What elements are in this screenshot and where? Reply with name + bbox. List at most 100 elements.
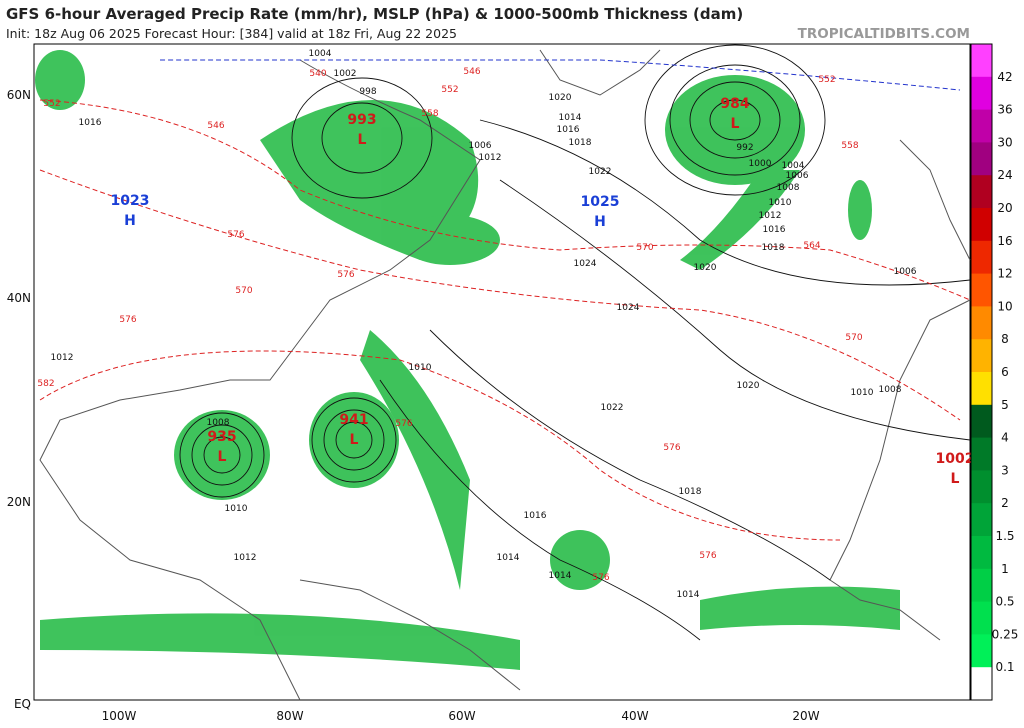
center-kind: L [358,132,367,148]
isobar-label: 1010 [225,504,248,514]
center-value: 1002 [936,451,975,467]
isobars [179,44,971,641]
isobar-label: 1016 [524,511,547,521]
colorbar-swatch [971,503,992,537]
isobar-label: 1020 [549,93,572,103]
center-value: 941 [339,412,368,428]
isobar-label: 1020 [694,263,717,273]
colorbar-label: 1.5 [995,529,1014,543]
isobar-label: 1006 [786,171,809,181]
subtitle: Init: 18z Aug 06 2025 Forecast Hour: [38… [6,26,457,41]
isobar-label: 1014 [677,590,700,600]
colorbar-swatch [971,240,992,275]
center-value: 984 [720,96,749,112]
colorbar-label: 42 [997,70,1012,84]
center-kind: L [218,449,227,465]
thickness-label: 576 [227,230,244,240]
colorbar-swatch [971,437,992,471]
thickness-label: 558 [421,109,438,119]
lon-label: 100W [102,709,137,723]
colorbar-swatch [971,44,992,78]
center-value: 935 [207,429,236,445]
thickness-label: 576 [699,551,716,561]
isobar-label: 1010 [409,363,432,373]
isobar-label: 1012 [51,353,74,363]
title: GFS 6-hour Averaged Precip Rate (mm/hr),… [6,5,743,23]
center-kind: H [594,214,606,230]
thickness-label: 558 [841,141,858,151]
colorbar-label: 16 [997,234,1012,248]
center-value: 1023 [111,193,150,209]
center-value: 1025 [581,194,620,210]
colorbar-label: 30 [997,135,1012,149]
colorbar-label: 6 [1001,365,1009,379]
colorbar-label: 4 [1001,431,1009,445]
isobar-label: 1016 [557,125,580,135]
isobar-label: 1008 [879,385,902,395]
thickness-label: 570 [235,286,252,296]
colorbar-swatch [971,76,992,111]
isobar-label: 1008 [207,418,230,428]
colorbar-swatch [971,470,992,504]
lat-label: EQ [14,697,31,711]
isobar-label: 1010 [851,388,874,398]
thickness [39,59,971,541]
isobar-label: 1016 [79,118,102,128]
colorbar-swatch [971,536,992,570]
colorbar-swatch [971,208,992,242]
isobar-label: 1000 [749,159,772,169]
thickness-label: 576 [119,315,136,325]
colorbar-swatch [971,634,992,668]
isobar-label: 1024 [617,303,640,313]
colorbar-label: 8 [1001,332,1009,346]
isobar-label: 1018 [762,243,785,253]
thickness-label: 552 [43,99,60,109]
isobar-label: 1010 [769,198,792,208]
isobar-label: 1018 [679,487,702,497]
isobar-label: 1022 [589,167,612,177]
colorbar-label: 5 [1001,398,1009,412]
thickness-label: 582 [37,379,54,389]
colorbar-frame [970,43,993,701]
map [33,43,971,701]
thickness-label: 576 [663,443,680,453]
colorbar-label: 24 [997,168,1012,182]
thickness-label: 576 [337,270,354,280]
isobar-label: 1006 [894,267,917,277]
isobar-label: 1018 [569,138,592,148]
thickness-label: 540 [309,69,326,79]
colorbar-label: 3 [1001,463,1009,477]
lon-label: 60W [448,709,475,723]
thickness-label: 570 [636,243,653,253]
isobar-label: 1014 [549,571,572,581]
colorbar-label: 0.25 [992,627,1019,641]
lon-label: 80W [276,709,303,723]
isobar-label: 1008 [777,183,800,193]
colorbar-label: 12 [997,267,1012,281]
colorbar-label: 36 [997,103,1012,117]
colorbar-swatch [971,372,992,406]
colorbar-swatch [971,568,992,603]
isobar-label: 1012 [479,153,502,163]
isobar-label: 1004 [782,161,805,171]
thickness-label: 564 [803,241,820,251]
thickness-label: 552 [441,85,458,95]
thickness-label: 576 [395,419,412,429]
center-value: 993 [347,112,376,128]
isobar-label: 1002 [334,69,357,79]
isobar-label: 1014 [497,553,520,563]
colorbar-swatch [971,273,992,307]
colorbar-swatch [971,667,992,701]
lon-label: 40W [621,709,648,723]
thickness-label: 552 [818,75,835,85]
isobar-label: 1006 [469,141,492,151]
colorbar-swatch [971,601,992,635]
isobar-label: 1014 [559,113,582,123]
isobar-label: 992 [736,143,753,153]
isobar-label: 1004 [309,49,332,59]
coastlines [39,49,971,701]
colorbar-swatch [971,404,992,439]
isobar-label: 1012 [759,211,782,221]
isobar-label: 1020 [737,381,760,391]
